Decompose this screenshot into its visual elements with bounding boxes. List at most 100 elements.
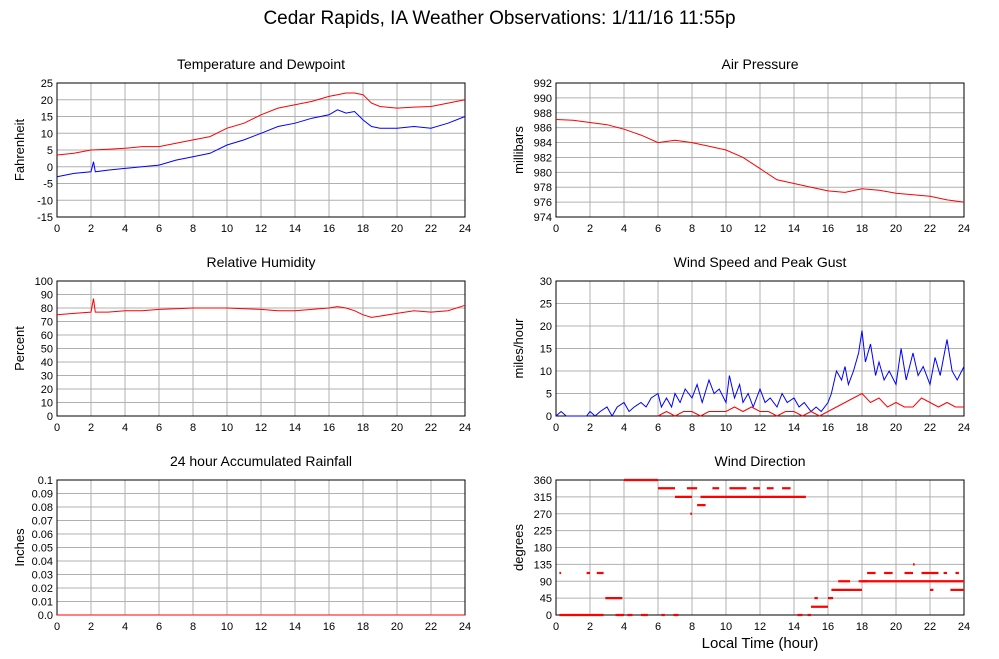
humidity-x-tick-label: 20: [391, 422, 403, 434]
pressure-x-tick-label: 14: [788, 223, 800, 235]
temp-y-tick-label: -15: [37, 212, 53, 224]
rain-y-tick-label: 0.03: [32, 570, 53, 582]
pressure-y-axis-title: millibars: [511, 126, 526, 174]
humidity-title: Relative Humidity: [207, 254, 316, 270]
temp-x-tick-label: 8: [190, 223, 196, 235]
winddir-x-tick-label: 2: [587, 621, 593, 633]
pressure-series-0-line: [555, 119, 965, 203]
wind-x-tick-label: 4: [621, 422, 627, 434]
pressure-x-tick-label: 16: [822, 223, 834, 235]
temp-series-1-line: [56, 109, 466, 178]
winddir-y-axis-title: degrees: [511, 524, 526, 571]
temp-x-tick-label: 4: [122, 223, 128, 235]
temp-y-tick-label: -10: [37, 195, 53, 207]
rain-x-tick-label: 8: [190, 621, 196, 633]
wind-y-tick-label: 10: [540, 366, 552, 378]
winddir-x-tick-label: 24: [958, 621, 970, 633]
temp-x-tick-label: 2: [88, 223, 94, 235]
wind-x-tick-label: 20: [890, 422, 902, 434]
humidity-x-tick-label: 6: [156, 422, 162, 434]
winddir-x-tick-label: 22: [924, 621, 936, 633]
wind-x-tick-label: 12: [754, 422, 766, 434]
winddir-x-tick-label: 16: [822, 621, 834, 633]
rain-y-tick-label: 0.06: [32, 529, 53, 541]
rain-y-axis-title: Inches: [12, 528, 27, 567]
temp-y-tick-label: 25: [41, 78, 53, 90]
wind-x-tick-label: 2: [587, 422, 593, 434]
humidity-y-tick-label: 60: [41, 330, 53, 342]
humidity-x-tick-label: 10: [221, 422, 233, 434]
winddir-title: Wind Direction: [714, 453, 805, 469]
pressure-y-tick-label: 986: [534, 123, 552, 135]
rain-x-tick-label: 24: [459, 621, 471, 633]
humidity-y-tick-label: 20: [41, 384, 53, 396]
pressure-x-tick-label: 20: [890, 223, 902, 235]
winddir-y-tick-label: 270: [534, 509, 552, 521]
humidity-y-tick-label: 30: [41, 371, 53, 383]
humidity-y-tick-label: 0: [47, 411, 53, 423]
temp-x-tick-label: 10: [221, 223, 233, 235]
temp-x-tick-label: 14: [289, 223, 301, 235]
humidity-y-tick-label: 100: [35, 276, 53, 288]
humidity-x-tick-label: 14: [289, 422, 301, 434]
rain-x-tick-label: 0: [54, 621, 60, 633]
temp-x-tick-label: 0: [54, 223, 60, 235]
humidity-y-axis-title: Percent: [12, 326, 27, 371]
pressure-x-tick-label: 22: [924, 223, 936, 235]
winddir-x-tick-label: 6: [655, 621, 661, 633]
humidity-x-tick-label: 16: [323, 422, 335, 434]
rain-x-tick-label: 12: [255, 621, 267, 633]
wind-x-tick-label: 10: [720, 422, 732, 434]
rain-x-tick-label: 22: [425, 621, 437, 633]
rain-y-tick-label: 0.0: [38, 610, 53, 622]
wind-y-axis-title: miles/hour: [511, 318, 526, 379]
wind-y-tick-label: 25: [540, 299, 552, 311]
winddir-y-tick-label: 0: [546, 610, 552, 622]
rain-y-tick-label: 0.02: [32, 583, 53, 595]
humidity-plot-frame: [56, 280, 466, 417]
humidity-y-tick-label: 90: [41, 290, 53, 302]
humidity-y-tick-label: 50: [41, 344, 53, 356]
wind-series-1-line: [657, 392, 964, 417]
pressure-y-tick-label: 974: [534, 212, 552, 224]
pressure-y-tick-label: 984: [534, 138, 552, 150]
rain-x-tick-label: 6: [156, 621, 162, 633]
temp-y-axis-title: Fahrenheit: [12, 119, 27, 182]
winddir-x-tick-label: 18: [856, 621, 868, 633]
rain-y-tick-label: 0.09: [32, 489, 53, 501]
winddir-x-tick-label: 12: [754, 621, 766, 633]
rain-y-tick-label: 0.04: [32, 556, 53, 568]
pressure-x-tick-label: 10: [720, 223, 732, 235]
rain-y-tick-label: 0.01: [32, 597, 53, 609]
humidity-y-tick-label: 80: [41, 303, 53, 315]
pressure-plot-frame: [555, 82, 965, 218]
temp-y-tick-label: 10: [41, 128, 53, 140]
rain-x-tick-label: 16: [323, 621, 335, 633]
wind-x-tick-label: 16: [822, 422, 834, 434]
humidity-series-0-line: [56, 298, 466, 318]
humidity-x-tick-label: 4: [122, 422, 128, 434]
temp-plot-frame: [56, 82, 466, 218]
rain-title: 24 hour Accumulated Rainfall: [170, 453, 352, 469]
pressure-y-tick-label: 978: [534, 182, 552, 194]
wind-y-tick-label: 20: [540, 321, 552, 333]
wind-x-tick-label: 18: [856, 422, 868, 434]
pressure-x-tick-label: 12: [754, 223, 766, 235]
wind-y-tick-label: 15: [540, 344, 552, 356]
winddir-y-tick-label: 45: [540, 593, 552, 605]
winddir-x-tick-label: 4: [621, 621, 627, 633]
rain-x-tick-label: 18: [357, 621, 369, 633]
winddir-x-tick-label: 20: [890, 621, 902, 633]
temp-y-tick-label: 15: [41, 112, 53, 124]
rain-x-tick-label: 10: [221, 621, 233, 633]
pressure-y-tick-label: 988: [534, 108, 552, 120]
humidity-x-tick-label: 8: [190, 422, 196, 434]
winddir-y-tick-label: 315: [534, 492, 552, 504]
humidity-x-tick-label: 18: [357, 422, 369, 434]
humidity-x-tick-label: 0: [54, 422, 60, 434]
winddir-x-tick-label: 0: [553, 621, 559, 633]
temp-x-tick-label: 16: [323, 223, 335, 235]
humidity-x-tick-label: 12: [255, 422, 267, 434]
wind-x-tick-label: 8: [689, 422, 695, 434]
